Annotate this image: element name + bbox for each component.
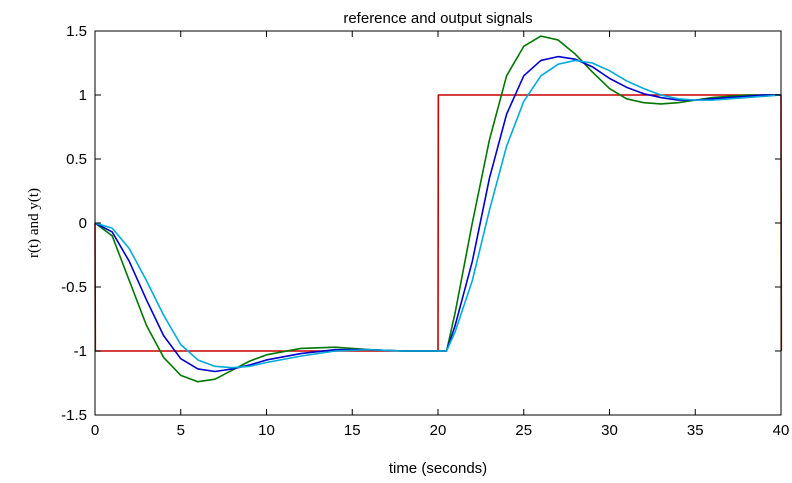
series-line-2 [94, 35, 781, 383]
series-line-3 [94, 55, 781, 373]
y-tick-label: -0.5 [61, 279, 87, 296]
x-tick-label: 10 [258, 422, 275, 439]
x-tick-label: 30 [601, 422, 618, 439]
x-tick-label: 5 [177, 422, 185, 439]
y-tick-label: -1 [74, 343, 87, 360]
x-axis-label: time (seconds) [389, 460, 487, 477]
y-tick-label: 1 [79, 87, 87, 104]
y-tick-label: 0.5 [66, 151, 87, 168]
x-tick-label: 0 [91, 422, 99, 439]
tick-layer: 0 5 10 15 20 25 30 35 40 -1.5 -1 -0.5 0 0.5 1 1.5 [61, 23, 789, 439]
y-tick-label: -1.5 [61, 407, 87, 424]
x-tick-label: 35 [687, 422, 704, 439]
x-tick-label: 40 [773, 422, 790, 439]
series-line-4 [94, 59, 782, 369]
y-axis-label: r(t) and y(t) [26, 188, 42, 258]
x-tick-label: 25 [515, 422, 532, 439]
x-tick-label: 20 [430, 422, 447, 439]
chart-title: reference and output signals [343, 10, 532, 27]
y-tick-label: 0 [79, 215, 87, 232]
x-tick-label: 15 [344, 422, 361, 439]
y-tick-label: 1.5 [66, 23, 87, 40]
